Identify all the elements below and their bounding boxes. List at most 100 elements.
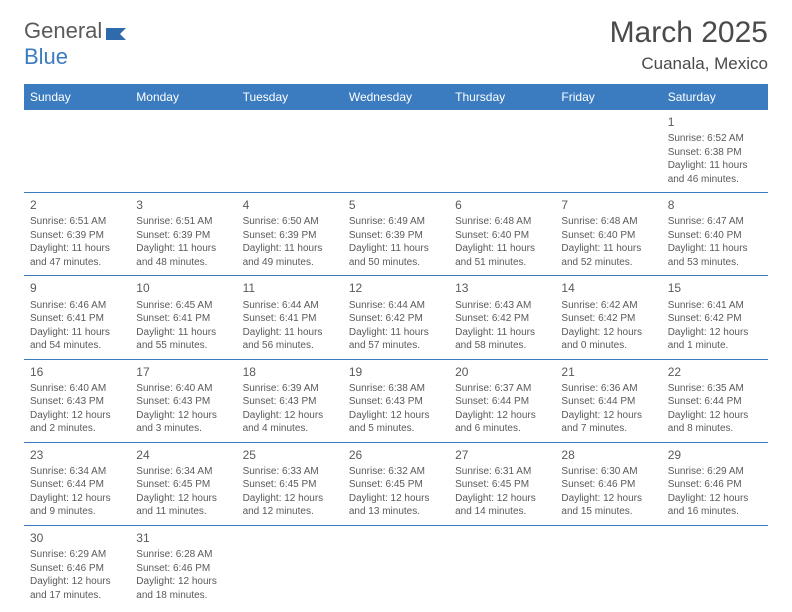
day-number: 3 (136, 197, 230, 213)
daylight-line: Daylight: 11 hours and 52 minutes. (561, 242, 655, 269)
calendar-cell: 8Sunrise: 6:47 AMSunset: 6:40 PMDaylight… (662, 193, 768, 276)
calendar-cell: 21Sunrise: 6:36 AMSunset: 6:44 PMDayligh… (555, 359, 661, 442)
calendar-cell: 15Sunrise: 6:41 AMSunset: 6:42 PMDayligh… (662, 276, 768, 359)
calendar-cell (449, 525, 555, 608)
daylight-line: Daylight: 12 hours and 8 minutes. (668, 409, 762, 436)
calendar-cell: 19Sunrise: 6:38 AMSunset: 6:43 PMDayligh… (343, 359, 449, 442)
daylight-line: Daylight: 12 hours and 5 minutes. (349, 409, 443, 436)
calendar-cell: 25Sunrise: 6:33 AMSunset: 6:45 PMDayligh… (237, 442, 343, 525)
sunset-line: Sunset: 6:40 PM (455, 229, 549, 243)
sunrise-line: Sunrise: 6:28 AM (136, 548, 230, 562)
sunset-line: Sunset: 6:39 PM (243, 229, 337, 243)
weekday-header: Monday (130, 84, 236, 110)
daylight-line: Daylight: 12 hours and 6 minutes. (455, 409, 549, 436)
sunrise-line: Sunrise: 6:52 AM (668, 132, 762, 146)
daylight-line: Daylight: 11 hours and 48 minutes. (136, 242, 230, 269)
daylight-line: Daylight: 12 hours and 16 minutes. (668, 492, 762, 519)
sunrise-line: Sunrise: 6:29 AM (668, 465, 762, 479)
sunrise-line: Sunrise: 6:37 AM (455, 382, 549, 396)
day-number: 8 (668, 197, 762, 213)
day-number: 21 (561, 364, 655, 380)
day-number: 12 (349, 280, 443, 296)
day-number: 6 (455, 197, 549, 213)
calendar-cell (24, 110, 130, 193)
day-number: 13 (455, 280, 549, 296)
calendar-cell: 24Sunrise: 6:34 AMSunset: 6:45 PMDayligh… (130, 442, 236, 525)
calendar-cell: 26 Sunrise: 6:32 AMSunset: 6:45 PMDayligh… (343, 442, 449, 525)
sunset-line: Sunset: 6:46 PM (561, 478, 655, 492)
calendar-row: 23 Sunrise: 6:34 AMSunset: 6:44 PM Dayligh… (24, 442, 768, 525)
daylight-line: Daylight: 11 hours and 55 minutes. (136, 326, 230, 353)
sunrise-line: Sunrise: 6:32 AM (349, 465, 443, 479)
sunset-line: Sunset: 6:46 PM (668, 478, 762, 492)
day-number: 30 (30, 530, 124, 546)
calendar-row: 16Sunrise: 6:40 AMSunset: 6:43 PMDayligh… (24, 359, 768, 442)
calendar-row: 9Sunrise: 6:46 AMSunset: 6:41 PMDaylight… (24, 276, 768, 359)
calendar-cell (449, 110, 555, 193)
daylight-line: Daylight: 12 hours and 7 minutes. (561, 409, 655, 436)
weekday-header: Thursday (449, 84, 555, 110)
logo-text-1: General (24, 18, 102, 44)
sunset-line: Sunset: 6:44 PM (30, 478, 124, 492)
daylight-line: Daylight: 11 hours and 53 minutes. (668, 242, 762, 269)
calendar-cell: 2Sunrise: 6:51 AMSunset: 6:39 PMDaylight… (24, 193, 130, 276)
sunrise-line: Sunrise: 6:39 AM (243, 382, 337, 396)
sunrise-line: Sunrise: 6:45 AM (136, 299, 230, 313)
sunrise-line: Sunrise: 6:50 AM (243, 215, 337, 229)
day-number: 4 (243, 197, 337, 213)
daylight-line: Daylight: 12 hours and 2 minutes. (30, 409, 124, 436)
day-number: 22 (668, 364, 762, 380)
sunset-line: Sunset: 6:45 PM (349, 478, 443, 492)
day-number: 1 (668, 114, 762, 130)
calendar-cell: 17Sunrise: 6:40 AMSunset: 6:43 PMDayligh… (130, 359, 236, 442)
calendar-cell: 28Sunrise: 6:30 AMSunset: 6:46 PMDayligh… (555, 442, 661, 525)
logo: General (24, 18, 130, 44)
calendar-cell: 7Sunrise: 6:48 AMSunset: 6:40 PMDaylight… (555, 193, 661, 276)
calendar-cell (237, 110, 343, 193)
daylight-line: Daylight: 11 hours and 47 minutes. (30, 242, 124, 269)
sunrise-line: Sunrise: 6:29 AM (30, 548, 124, 562)
calendar-table: SundayMondayTuesdayWednesdayThursdayFrid… (24, 84, 768, 608)
sunset-line: Sunset: 6:39 PM (30, 229, 124, 243)
calendar-cell: 12Sunrise: 6:44 AMSunset: 6:42 PMDayligh… (343, 276, 449, 359)
day-number: 23 (30, 447, 124, 463)
sunset-line: Sunset: 6:38 PM (668, 146, 762, 160)
day-number: 17 (136, 364, 230, 380)
day-number: 9 (30, 280, 124, 296)
calendar-cell (555, 110, 661, 193)
day-number: 2 (30, 197, 124, 213)
sunrise-line: Sunrise: 6:43 AM (455, 299, 549, 313)
day-number: 10 (136, 280, 230, 296)
day-number: 20 (455, 364, 549, 380)
day-number: 26 (349, 447, 443, 463)
sunrise-line: Sunrise: 6:51 AM (136, 215, 230, 229)
calendar-cell: 20 Sunrise: 6:37 AMSunset: 6:44 PMDayligh… (449, 359, 555, 442)
calendar-cell (237, 525, 343, 608)
calendar-row: 30Sunrise: 6:29 AMSunset: 6:46 PMDayligh… (24, 525, 768, 608)
sunset-line: Sunset: 6:44 PM (455, 395, 549, 409)
sunrise-line: Sunrise: 6:34 AM (30, 465, 124, 479)
flag-icon (106, 20, 128, 34)
daylight-line: Daylight: 11 hours and 54 minutes. (30, 326, 124, 353)
calendar-cell: 3Sunrise: 6:51 AMSunset: 6:39 PMDaylight… (130, 193, 236, 276)
day-number: 7 (561, 197, 655, 213)
daylight-line: Daylight: 12 hours and 13 minutes. (349, 492, 443, 519)
sunset-line: Sunset: 6:42 PM (668, 312, 762, 326)
header: General March 2025 Cuanala, Mexico (24, 18, 768, 74)
day-number: 27 (455, 447, 549, 463)
sunset-line: Sunset: 6:44 PM (668, 395, 762, 409)
calendar-cell (130, 110, 236, 193)
calendar-cell: 18Sunrise: 6:39 AMSunset: 6:43 PMDayligh… (237, 359, 343, 442)
sunset-line: Sunset: 6:43 PM (30, 395, 124, 409)
sunrise-line: Sunrise: 6:36 AM (561, 382, 655, 396)
weekday-header-row: SundayMondayTuesdayWednesdayThursdayFrid… (24, 84, 768, 110)
calendar-cell: 14Sunrise: 6:42 AMSunset: 6:42 PMDayligh… (555, 276, 661, 359)
sunrise-line: Sunrise: 6:46 AM (30, 299, 124, 313)
sunset-line: Sunset: 6:42 PM (349, 312, 443, 326)
calendar-cell (662, 525, 768, 608)
daylight-line: Daylight: 12 hours and 3 minutes. (136, 409, 230, 436)
sunrise-line: Sunrise: 6:40 AM (136, 382, 230, 396)
daylight-line: Daylight: 12 hours and 18 minutes. (136, 575, 230, 602)
daylight-line: Daylight: 12 hours and 1 minute. (668, 326, 762, 353)
calendar-row: 1Sunrise: 6:52 AMSunset: 6:38 PMDaylight… (24, 110, 768, 193)
